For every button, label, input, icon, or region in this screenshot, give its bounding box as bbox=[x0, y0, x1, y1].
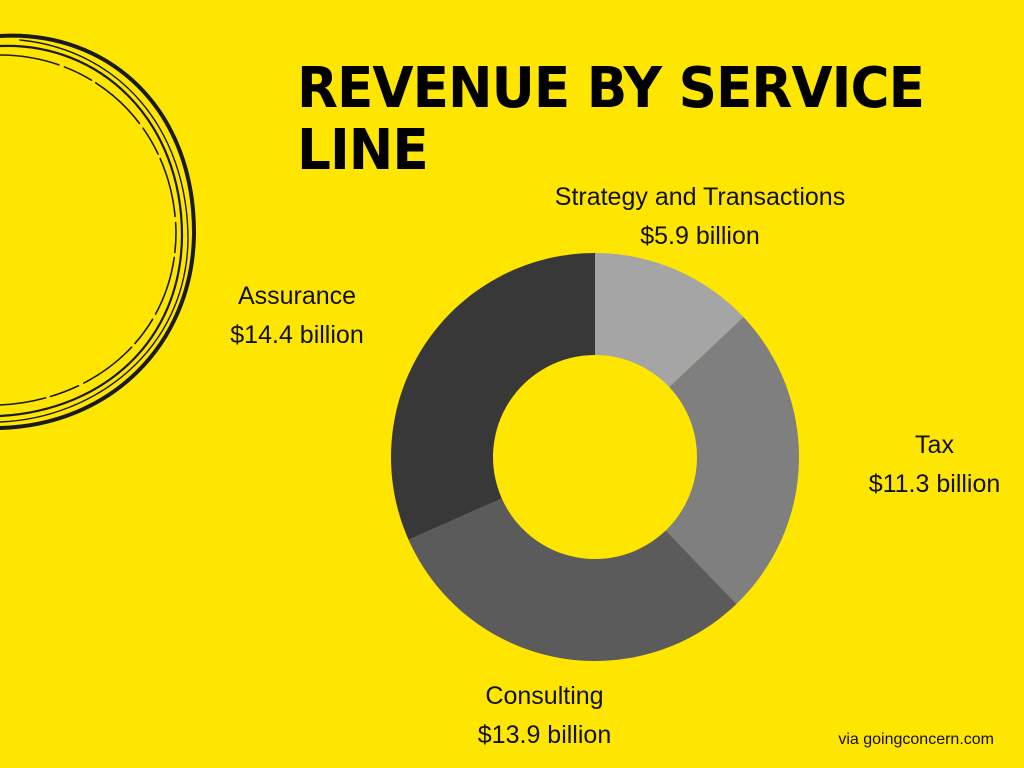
donut-slice-consulting bbox=[408, 498, 737, 661]
label-consulting: Consulting $13.9 billion bbox=[462, 677, 627, 755]
label-strategy-name: Strategy and Transactions bbox=[554, 183, 846, 211]
decorative-circle-scribble bbox=[0, 33, 197, 430]
label-tax-name: Tax bbox=[915, 431, 954, 459]
label-tax: Tax $11.3 billion bbox=[852, 426, 1017, 504]
label-strategy: Strategy and Transactions $5.9 billion bbox=[540, 178, 860, 256]
label-consulting-value: $13.9 billion bbox=[477, 721, 612, 749]
label-tax-value: $11.3 billion bbox=[868, 470, 1001, 498]
label-assurance: Assurance $14.4 billion bbox=[212, 277, 382, 355]
label-assurance-value: $14.4 billion bbox=[230, 321, 364, 349]
donut-slice-strategy-and-transactions bbox=[595, 253, 744, 388]
chart-title: REVENUE BY SERVICE LINE bbox=[297, 56, 925, 183]
donut-slice-assurance bbox=[390, 253, 595, 540]
label-consulting-name: Consulting bbox=[485, 682, 604, 710]
donut-slice-tax bbox=[665, 317, 799, 604]
source-credit: via goingconcern.com bbox=[838, 731, 994, 748]
label-assurance-name: Assurance bbox=[237, 282, 357, 310]
label-strategy-value: $5.9 billion bbox=[640, 222, 760, 250]
